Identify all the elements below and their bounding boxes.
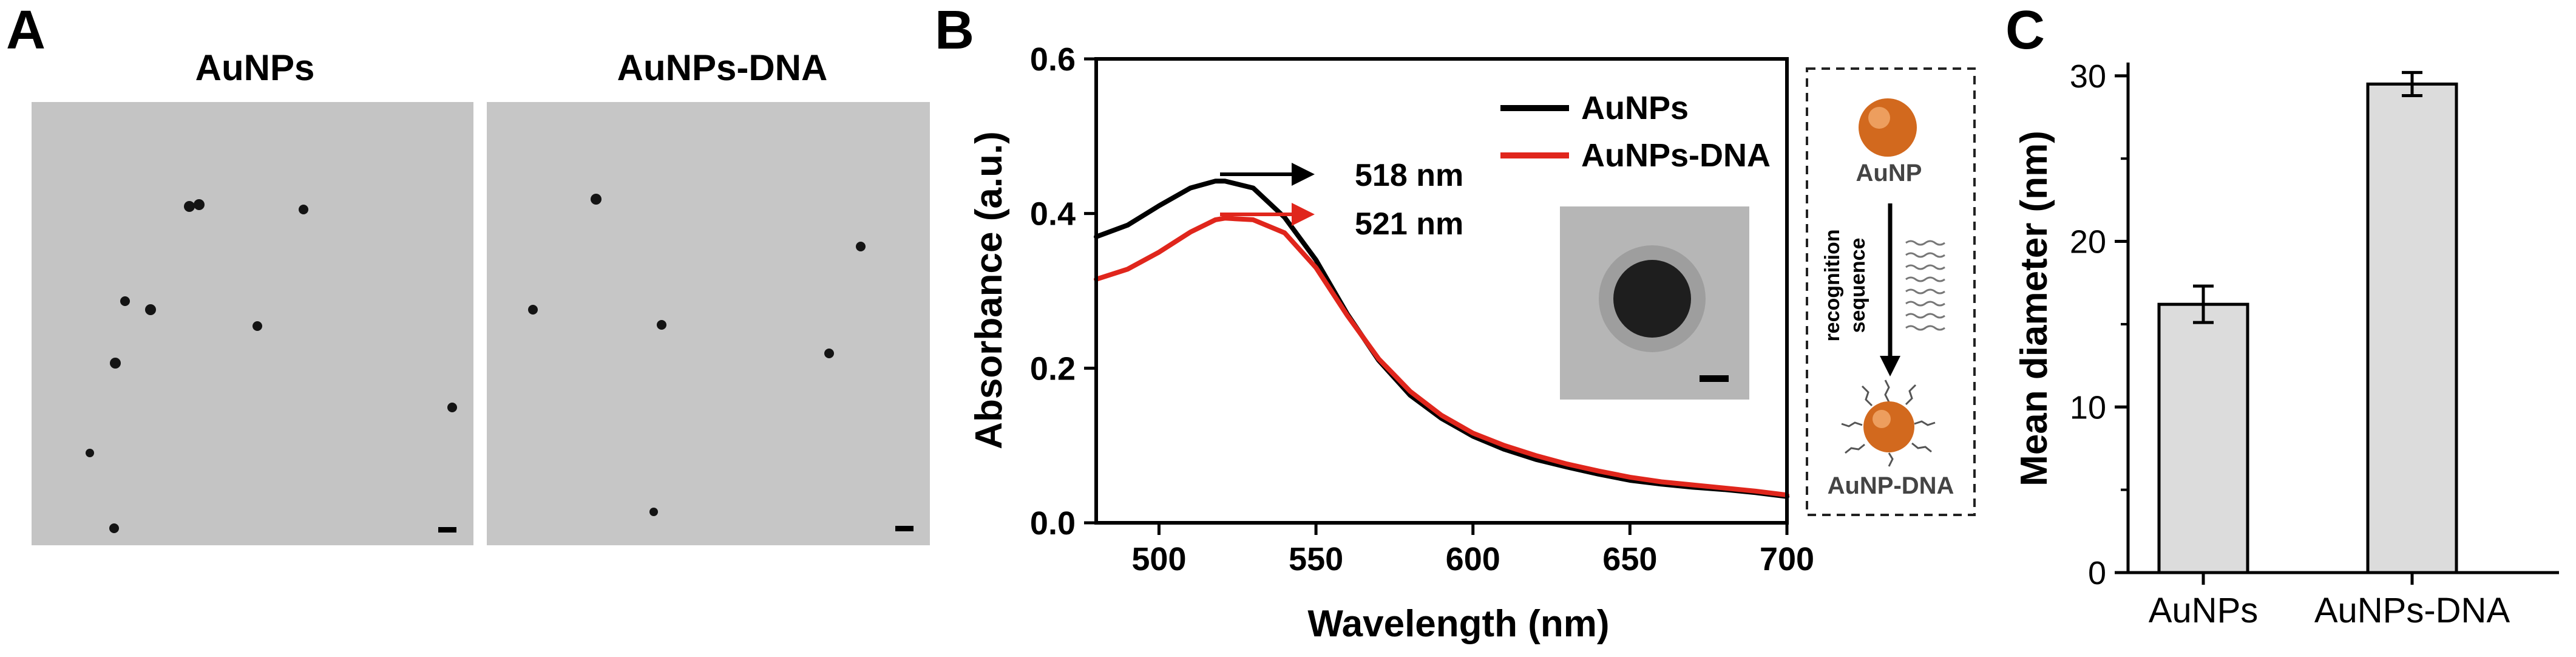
chart-b-series: [1094, 179, 1789, 499]
bar-aunps: [2157, 302, 2249, 574]
chart-b-xtick-label: 500: [1131, 541, 1186, 577]
chart-b-ytick-label: 0.0: [1030, 505, 1076, 542]
peak-arrowhead-518: [1292, 163, 1315, 186]
chart-c-bars: AuNPs AuNPs-DNA: [2149, 70, 2510, 630]
schematic-arrow-label-1: recognition: [1821, 229, 1844, 341]
chart-b-xtick-label: 550: [1289, 541, 1343, 577]
spectrum-line-aunps-dna: [1094, 216, 1789, 498]
tem-inset: [1560, 206, 1749, 400]
tem-particles-aunps: [86, 199, 457, 533]
aunp-sphere-icon: [1859, 98, 1917, 157]
chart-c-ytick-label: 10: [2070, 389, 2106, 426]
panel-a: A AuNPs AuNPs-DNA: [6, 0, 930, 545]
chart-c-ytick-label: 30: [2070, 58, 2106, 95]
chart-b-xlabel: Wavelength (nm): [1307, 603, 1609, 645]
scale-bar-a1: [438, 527, 456, 533]
chart-b-xtick-label: 600: [1446, 541, 1500, 577]
chart-b-xtick-label: 700: [1760, 541, 1814, 577]
scale-bar-inset: [1700, 375, 1729, 382]
chart-b-ytick-label: 0.2: [1030, 350, 1076, 387]
tem-image-2-title: AuNPs-DNA: [617, 47, 828, 88]
aunp-dna-conjugate-icon: [1841, 380, 1936, 467]
chart-b-frame: [1094, 57, 1789, 525]
schematic-aunp-dna-label: AuNP-DNA: [1828, 472, 1954, 499]
chart-c-ylabel: Mean diameter (nm): [2013, 131, 2055, 486]
scale-bar-a2: [895, 526, 913, 531]
legend-label-aunps-dna: AuNPs-DNA: [1581, 137, 1771, 174]
panel-c-label: C: [2005, 0, 2045, 61]
chart-c-axes: 0 10 20 30: [2070, 58, 2559, 591]
panel-b-label: B: [935, 0, 974, 61]
tem-image-aunps: [32, 102, 473, 545]
panel-a-label: A: [6, 0, 46, 61]
bar-aunps-dna: [2366, 82, 2458, 574]
peak-annotations: 518 nm 521 nm: [1220, 158, 1463, 242]
peak-arrowhead-521: [1292, 203, 1315, 226]
chart-b-ticks: 500 550 600 650 700 0.0 0.2 0.4 0.6: [1030, 41, 1814, 577]
chart-b-ytick-label: 0.6: [1030, 41, 1076, 78]
panel-b: B Absorbance (a.u.) Wavelength (nm) 500 5…: [935, 0, 1976, 645]
tem-particles-aunps-dna: [528, 194, 866, 516]
tem-image-1-title: AuNPs: [195, 47, 315, 88]
schematic-aunp-label: AuNP: [1856, 160, 1922, 186]
chart-b-xtick-label: 650: [1602, 541, 1657, 577]
tem-image-aunps-dna: [487, 102, 930, 545]
peak-label-518: 518 nm: [1355, 158, 1463, 193]
peak-label-521: 521 nm: [1355, 206, 1463, 242]
chart-b-ylabel: Absorbance (a.u.): [968, 131, 1010, 449]
schematic-arrowhead: [1880, 356, 1900, 376]
chart-b-legend: AuNPs AuNPs-DNA: [1500, 90, 1771, 174]
schematic-box: AuNP recognition sequence: [1806, 67, 1976, 516]
chart-b-ytick-label: 0.4: [1030, 196, 1076, 233]
dna-strands-icon: [1905, 240, 1945, 331]
chart-c-ytick-label: 0: [2088, 555, 2106, 591]
panel-c: C Mean diameter (nm) 0 10 20 30 AuNPs AuNPs-…: [2005, 0, 2559, 630]
category-label-aunps-dna: AuNPs-DNA: [2314, 591, 2510, 630]
category-label-aunps: AuNPs: [2149, 591, 2259, 630]
chart-c-ytick-label: 20: [2070, 224, 2106, 260]
schematic-arrow-label-2: sequence: [1846, 238, 1869, 333]
legend-label-aunps: AuNPs: [1581, 90, 1689, 126]
